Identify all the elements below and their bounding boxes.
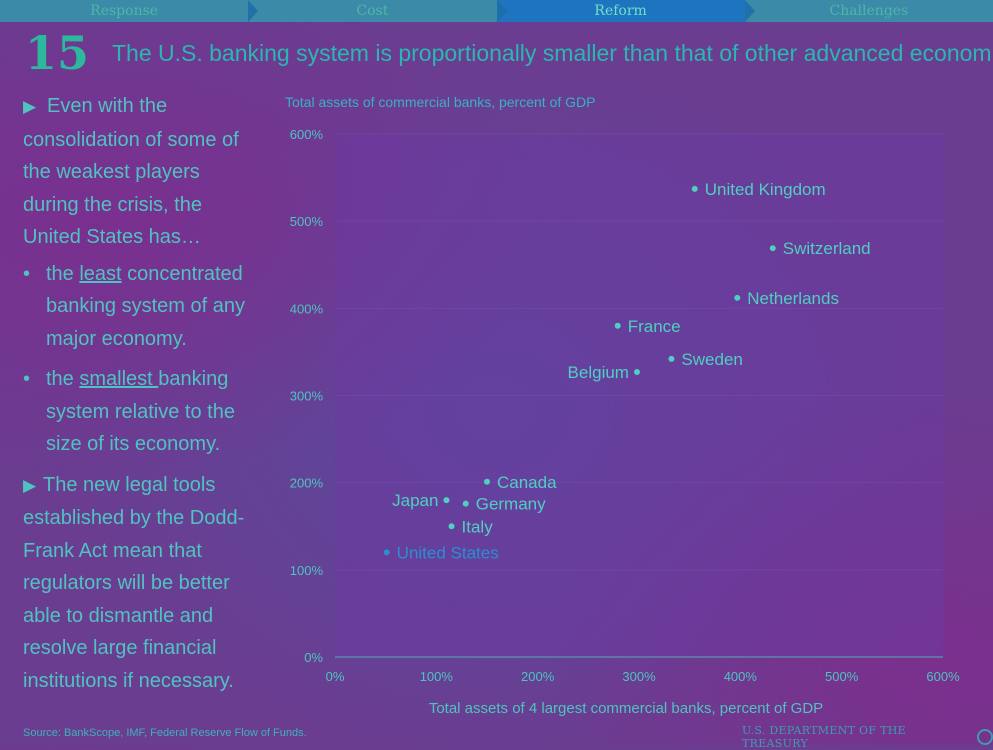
tab-response[interactable]: Response: [0, 0, 259, 22]
x-tick-label: 500%: [825, 669, 859, 684]
data-point: [383, 549, 390, 556]
y-tick-label: 400%: [290, 301, 324, 316]
intro-text: Even with the consolidation of some of t…: [23, 95, 239, 248]
data-point: [769, 245, 776, 252]
page-title: The U.S. banking system is proportionall…: [112, 40, 993, 66]
data-point: [668, 355, 675, 362]
point-label: United States: [397, 543, 499, 562]
data-point: [734, 294, 741, 301]
chart-title: Total assets of commercial banks, percen…: [285, 94, 596, 110]
x-tick-label: 100%: [420, 669, 454, 684]
data-point: [448, 523, 455, 530]
tab-reform[interactable]: Reform: [496, 0, 756, 22]
data-point: [633, 368, 640, 375]
data-point: [443, 497, 450, 504]
point-label: Italy: [462, 517, 494, 536]
y-tick-label: 100%: [290, 563, 324, 578]
point-label: Netherlands: [747, 289, 839, 308]
y-tick-label: 500%: [290, 214, 324, 229]
x-tick-label: 600%: [926, 669, 960, 684]
triangle-bullet-icon: ▶: [23, 97, 37, 116]
section-nav: Response Cost Reform Challenges: [0, 0, 993, 22]
agency-name: U.S. DEPARTMENT OF THE TREASURY: [742, 724, 906, 750]
point-label: Sweden: [681, 350, 742, 369]
y-tick-label: 200%: [290, 476, 324, 491]
y-tick-label: 600%: [290, 127, 324, 142]
x-tick-label: 0%: [326, 669, 345, 684]
triangle-bullet-icon: ▶: [23, 475, 37, 495]
point-label: France: [628, 317, 681, 336]
page-number: 15: [25, 26, 90, 80]
agency-footer: U.S. DEPARTMENT OF THE TREASURY: [742, 724, 993, 750]
summary-text: ▶ Even with the consolidation of some of …: [23, 90, 258, 697]
intro-paragraph: ▶ Even with the consolidation of some of …: [23, 90, 258, 254]
tab-challenges[interactable]: Challenges: [829, 3, 909, 19]
y-tick-label: 300%: [290, 389, 324, 404]
source-note: Source: BankScope, IMF, Federal Reserve …: [23, 727, 307, 739]
point-label: Germany: [476, 495, 546, 514]
point-label: United Kingdom: [705, 180, 826, 199]
x-tick-label: 300%: [622, 669, 656, 684]
conclusion-paragraph: ▶ The new legal tools established by the …: [23, 469, 258, 698]
tab-cost[interactable]: Cost: [248, 0, 507, 22]
data-point: [484, 478, 490, 485]
data-point: [462, 500, 469, 507]
conclusion-text: The new legal tools established by the D…: [23, 473, 245, 692]
bullet-list: the least concentrated banking system of…: [23, 258, 258, 461]
x-axis-label: Total assets of 4 largest commercial ban…: [429, 700, 823, 717]
list-item: the least concentrated banking system of…: [23, 258, 258, 356]
point-label: Canada: [497, 473, 557, 492]
point-label: Switzerland: [783, 239, 871, 258]
treasury-seal-icon: [977, 729, 993, 745]
y-tick-label: 0%: [304, 650, 323, 665]
data-point: [691, 185, 698, 192]
x-tick-label: 200%: [521, 669, 555, 684]
point-label: Japan: [392, 491, 438, 510]
list-item: the smallest banking system relative to …: [23, 363, 258, 461]
point-label: Belgium: [568, 363, 629, 382]
x-tick-label: 400%: [724, 669, 758, 684]
data-point: [614, 322, 621, 329]
